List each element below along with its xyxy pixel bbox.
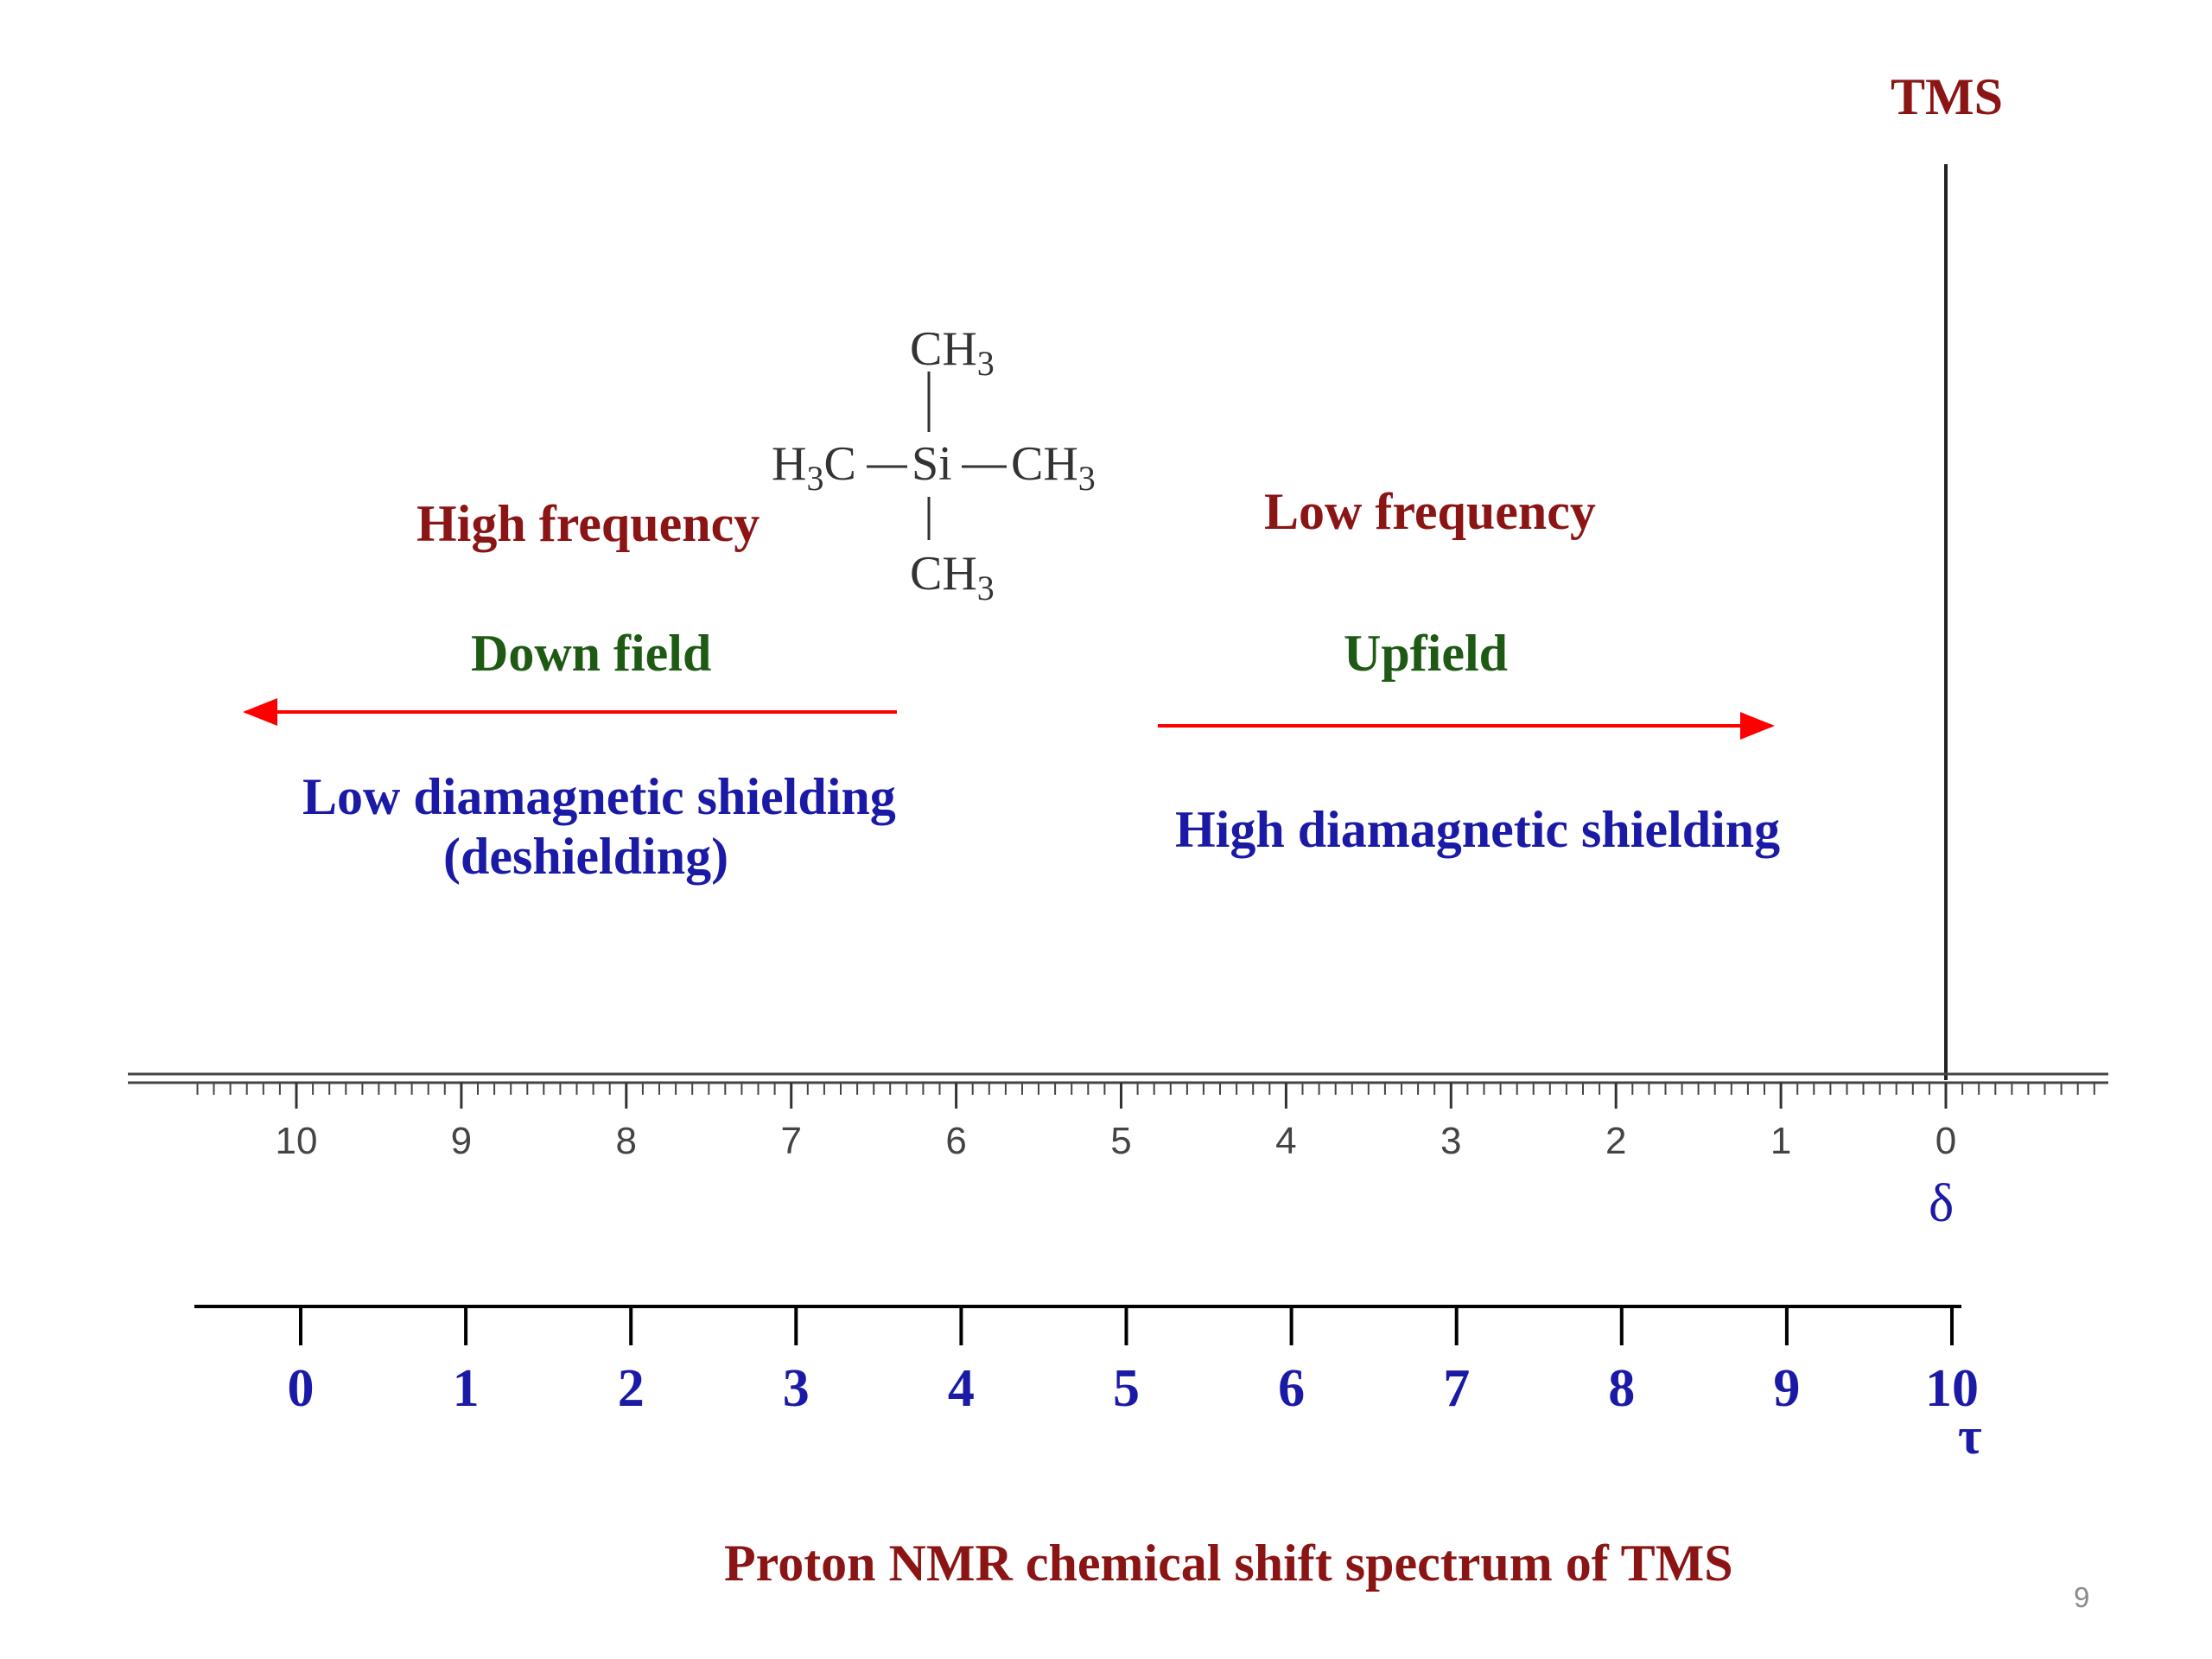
- molecule-center-atom: Si: [912, 437, 952, 491]
- tms-structure: [867, 372, 1007, 540]
- delta-tick-label: 0: [1936, 1120, 1956, 1162]
- tau-tick-label: 10: [1925, 1359, 1979, 1418]
- delta-axis: 10 9 8 7 6 5 4 3 2 1 0: [196, 1083, 2095, 1162]
- tau-symbol: τ: [1958, 1408, 1982, 1465]
- molecule-left-group: H3C: [772, 437, 856, 499]
- molecule-bottom-group: CH3: [910, 547, 995, 608]
- tau-tick-label: 7: [1443, 1359, 1470, 1418]
- figure-caption: Proton NMR chemical shift spectrum of TM…: [724, 1535, 1733, 1592]
- tms-peak-label: TMS: [1891, 68, 2004, 125]
- low-shielding-label: Low diamagnetic shielding: [302, 768, 896, 825]
- tau-tick-label: 5: [1113, 1359, 1140, 1418]
- delta-tick-label: 6: [945, 1120, 966, 1162]
- tau-tick-label: 1: [453, 1359, 480, 1418]
- high-shielding-label: High diamagnetic shielding: [1175, 801, 1781, 858]
- tau-tick-label: 0: [288, 1359, 315, 1418]
- tau-tick-label: 6: [1278, 1359, 1305, 1418]
- deshielding-label: (deshielding): [443, 828, 729, 885]
- delta-tick-label: 3: [1440, 1120, 1461, 1162]
- delta-tick-label: 2: [1605, 1120, 1626, 1162]
- tau-tick-label: 9: [1773, 1359, 1800, 1418]
- delta-tick-label: 9: [451, 1120, 472, 1162]
- delta-tick-label: 7: [780, 1120, 801, 1162]
- delta-tick-label: 5: [1110, 1120, 1131, 1162]
- tau-tick-label: 2: [618, 1359, 645, 1418]
- low-frequency-label: Low frequency: [1264, 483, 1596, 540]
- upfield-label: Upfield: [1344, 625, 1509, 682]
- delta-symbol: δ: [1929, 1174, 1955, 1233]
- high-frequency-label: High frequency: [416, 495, 760, 552]
- tau-tick-label: 4: [948, 1359, 975, 1418]
- delta-tick-label: 8: [616, 1120, 637, 1162]
- tau-tick-label: 3: [783, 1359, 810, 1418]
- molecule-top-group: CH3: [910, 322, 995, 384]
- delta-tick-label: 1: [1770, 1120, 1791, 1162]
- tau-axis: 0 1 2 3 4 5 6 7 8 9 10: [194, 1305, 1979, 1418]
- tau-tick-label: 8: [1608, 1359, 1635, 1418]
- delta-tick-label: 10: [276, 1120, 318, 1162]
- delta-tick-label: 4: [1275, 1120, 1296, 1162]
- down-field-label: Down field: [471, 625, 712, 682]
- page-number: 9: [2074, 1581, 2090, 1613]
- molecule-right-group: CH3: [1011, 437, 1096, 499]
